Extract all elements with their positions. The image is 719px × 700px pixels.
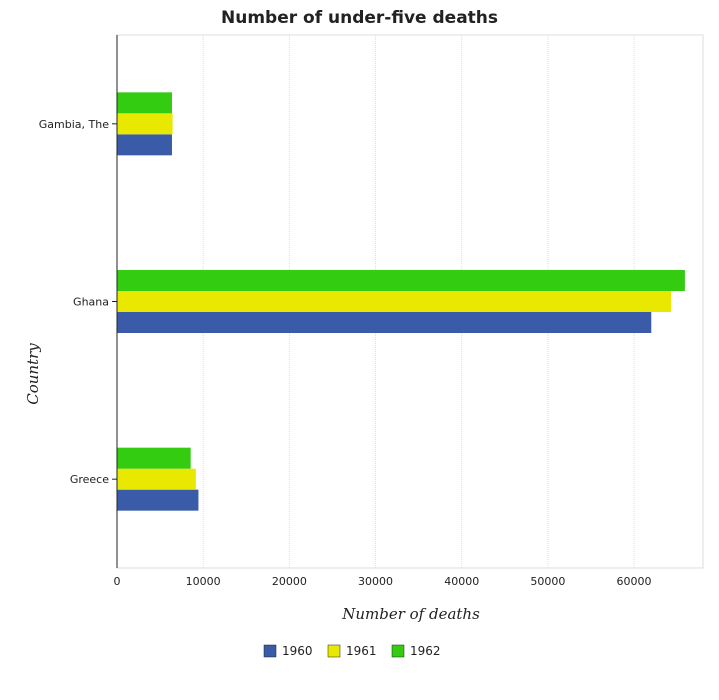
x-tick-label: 20000	[272, 575, 307, 588]
bar-1960-ghana	[117, 312, 652, 333]
legend-label-1961: 1961	[346, 644, 377, 658]
chart-title: Number of under-five deaths	[220, 8, 499, 28]
bar-1960-gambia-the	[117, 134, 172, 156]
x-tick-label: 60000	[617, 575, 652, 588]
y-tick-label: Greece	[70, 473, 109, 486]
y-tick-label: Gambia, The	[39, 118, 109, 131]
bar-1961-gambia-the	[117, 113, 173, 135]
axes	[112, 35, 118, 568]
x-tick-labels: 0 10000 20000 30000 40000 50000 60000	[114, 575, 652, 588]
legend-label-1962: 1962	[410, 644, 441, 658]
x-tick-label: 30000	[358, 575, 393, 588]
bar-1961-greece	[117, 468, 196, 490]
legend: 1960 1961 1962	[263, 644, 441, 658]
x-tick-label: 0	[114, 575, 121, 588]
bar-1960-greece	[117, 489, 199, 511]
y-tick-labels: Gambia, The Ghana Greece	[39, 118, 109, 486]
bar-1961-ghana	[117, 291, 672, 312]
x-tick-label: 40000	[444, 575, 479, 588]
bars	[117, 92, 685, 511]
legend-label-1960: 1960	[282, 644, 313, 658]
x-tick-label: 10000	[186, 575, 221, 588]
bar-1962-greece	[117, 447, 191, 469]
bar-1962-ghana	[117, 270, 685, 291]
x-axis-label: Number of deaths	[341, 605, 480, 623]
y-axis-label: Country	[24, 343, 42, 405]
bar-1962-gambia-the	[117, 92, 172, 114]
y-tick-label: Ghana	[73, 296, 109, 309]
legend-swatch-1962	[391, 644, 405, 658]
legend-swatch-1960	[263, 644, 277, 658]
x-tick-label: 50000	[530, 575, 565, 588]
legend-swatch-1961	[327, 644, 341, 658]
